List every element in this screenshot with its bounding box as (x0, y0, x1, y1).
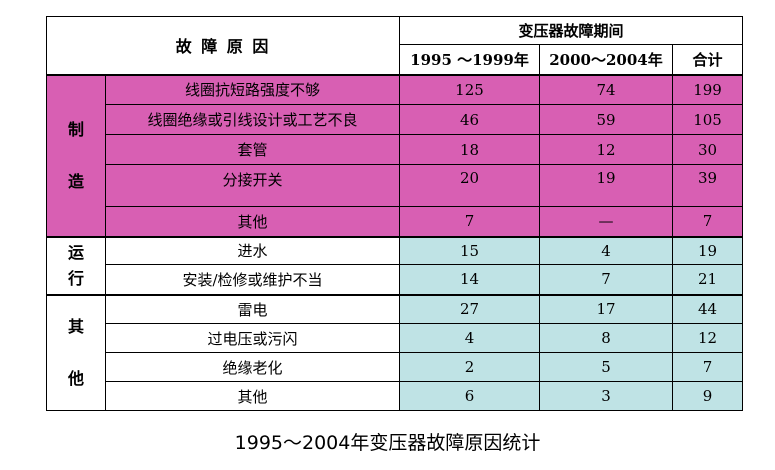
column-header-total: 合计 (671, 44, 744, 75)
total-cell: 12 (671, 323, 744, 353)
total-cell: 39 (671, 164, 744, 207)
value-cell: 15 (399, 235, 540, 265)
cause-cell: 其他 (105, 206, 400, 237)
failure-statistics-table: 故 障 原 因 变压器故障期间 1995 ～1999年 2000～2004年 合… (46, 16, 744, 411)
total-cell: 44 (671, 293, 744, 324)
cause-cell: 线圈抗短路强度不够 (105, 73, 400, 105)
value-cell: 3 (539, 381, 673, 411)
group-label-line: 其 (67, 316, 84, 336)
table-caption: 1995～2004年变压器故障原因统计 (234, 432, 541, 454)
group-label-operation: 运 行 (46, 235, 106, 295)
total-cell: 30 (671, 134, 744, 165)
cause-cell: 线圈绝缘或引线设计或工艺不良 (105, 104, 400, 135)
cause-cell: 过电压或污闪 (105, 323, 400, 353)
group-label-manufacturing: 制 造 (46, 73, 106, 237)
table-row: 安装/检修或维护不当 14 7 21 (47, 264, 744, 295)
total-cell: 105 (671, 104, 744, 135)
value-cell: 20 (399, 164, 540, 207)
column-header-1995-1999: 1995 ～1999年 (399, 44, 540, 75)
value-cell: 19 (539, 164, 673, 207)
table-row: 绝缘老化 2 5 7 (47, 352, 744, 382)
value-cell: 5 (539, 352, 673, 382)
table-row: 套管 18 12 30 (46, 134, 744, 165)
total-cell: 199 (671, 73, 744, 105)
cause-cell: 安装/检修或维护不当 (105, 264, 400, 295)
value-cell: 14 (399, 264, 540, 295)
value-cell: 59 (539, 104, 673, 135)
value-cell: 46 (399, 104, 540, 135)
cause-cell: 分接开关 (105, 164, 400, 207)
table-row: 其他 6 3 9 (47, 381, 744, 411)
cause-cell: 其他 (105, 381, 400, 411)
value-cell: 4 (399, 323, 540, 353)
value-cell: 74 (539, 73, 673, 105)
group-label-other: 其 他 (46, 293, 106, 411)
value-cell: 27 (399, 293, 540, 324)
total-cell: 9 (671, 381, 744, 411)
table-row: 运 行 进水 15 4 19 (46, 235, 744, 295)
total-cell: 7 (671, 206, 744, 237)
group-label-line: 他 (67, 368, 84, 388)
cause-cell: 套管 (105, 134, 400, 165)
table-row: 其他 7 — 7 (46, 206, 744, 237)
value-cell: 17 (539, 293, 673, 324)
period-header: 变压器故障期间 (398, 16, 744, 45)
table-row: 其 他 雷电 27 17 44 (46, 293, 744, 411)
value-cell: 8 (539, 323, 673, 353)
cause-cell: 雷电 (105, 293, 400, 324)
cause-cell: 绝缘老化 (105, 352, 400, 382)
total-cell: 7 (671, 352, 744, 382)
group-label-line: 造 (67, 171, 84, 191)
column-header-2000-2004: 2000～2004年 (539, 44, 673, 75)
value-cell: 4 (539, 235, 673, 265)
value-cell: 7 (399, 206, 540, 237)
group-label-line: 行 (67, 268, 84, 288)
group-label-line: 运 (67, 242, 84, 262)
total-cell: 21 (671, 264, 744, 295)
value-cell: 7 (539, 264, 673, 295)
table-row: 过电压或污闪 4 8 12 (47, 323, 744, 353)
value-cell: 6 (399, 381, 540, 411)
table-row: 线圈绝缘或引线设计或工艺不良 46 59 105 (46, 104, 744, 135)
group-label-line: 制 (67, 119, 84, 139)
value-cell: — (539, 206, 673, 237)
cause-cell: 进水 (105, 235, 400, 265)
table-row: 分接开关 20 19 39 (46, 164, 744, 207)
value-cell: 2 (399, 352, 540, 382)
value-cell: 18 (399, 134, 540, 165)
value-cell: 12 (539, 134, 673, 165)
table-row: 制 造 线圈抗短路强度不够 125 74 199 (46, 73, 744, 237)
value-cell: 125 (399, 73, 540, 105)
total-cell: 19 (671, 235, 744, 265)
cause-header: 故 障 原 因 (46, 16, 400, 75)
